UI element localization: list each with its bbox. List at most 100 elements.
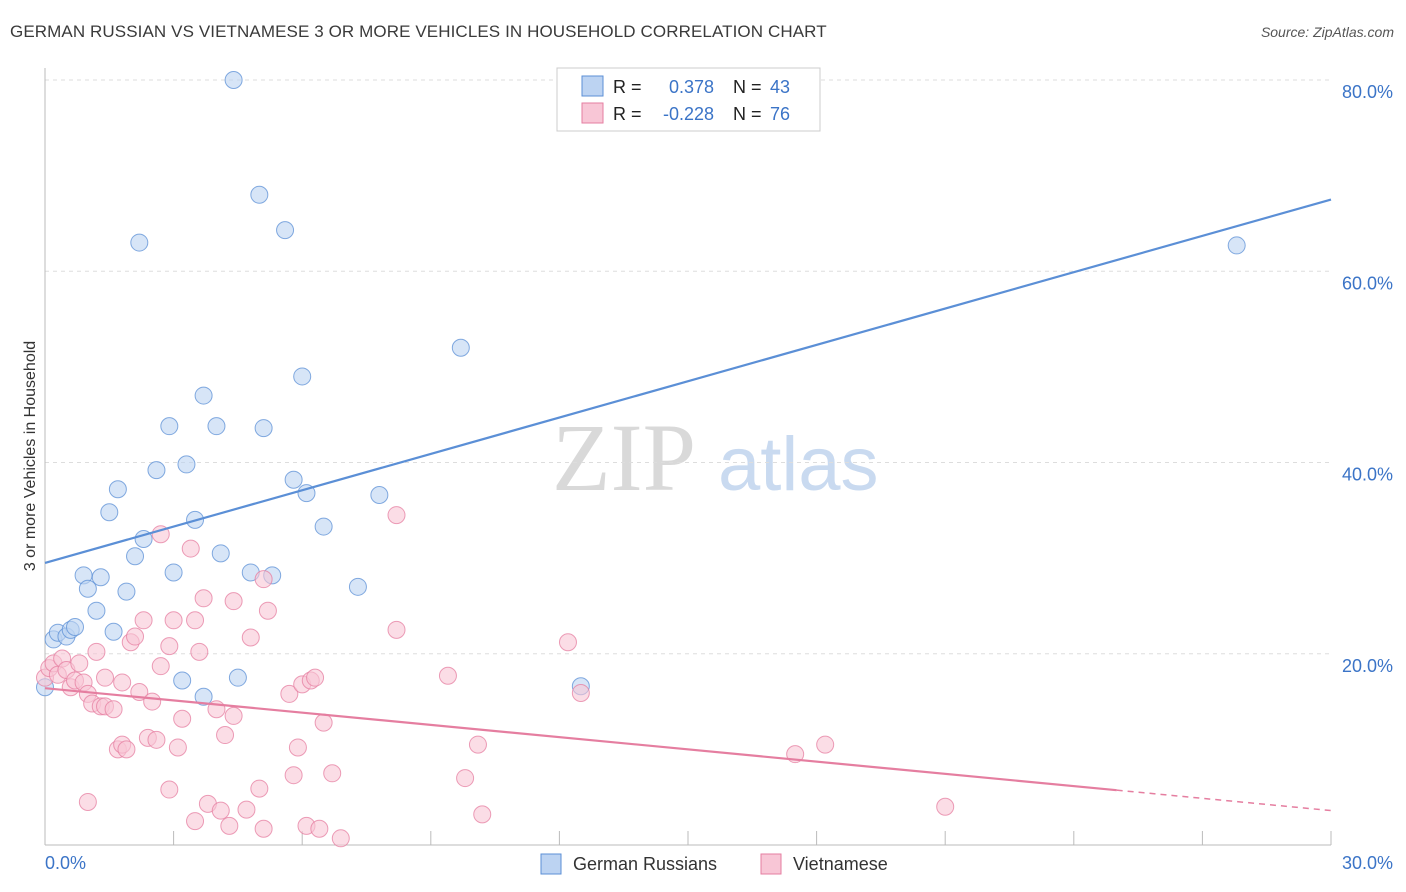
point-german-russians [207,417,226,436]
legend-swatch-german-russians [540,853,562,875]
y-tick-label: 20.0% [1342,656,1393,676]
gridlines [45,79,1331,655]
point-vietnamese [220,816,239,835]
point-vietnamese [816,735,835,754]
point-vietnamese [147,730,166,749]
point-german-russians [130,233,149,252]
point-vietnamese [160,780,179,799]
stats-box: R = 0.378 N = 43 R = -0.228 N = 76 [556,67,821,132]
point-german-russians [314,517,333,536]
point-german-russians [108,480,127,499]
point-vietnamese [284,766,303,785]
stats-n-label-2: N = [733,104,762,124]
legend-label-german-russians: German Russians [573,854,717,874]
legend: German Russians Vietnamese [540,853,888,875]
point-german-russians [164,563,183,582]
point-german-russians [66,617,85,636]
point-vietnamese [181,539,200,558]
point-german-russians [276,221,295,240]
point-german-russians [160,417,179,436]
point-german-russians [250,185,269,204]
legend-swatch-vietnamese [760,853,782,875]
trend-lines [44,198,1332,812]
stats-n-label-1: N = [733,77,762,97]
y-tick-labels: 20.0% 40.0% 60.0% 80.0% [1342,82,1393,676]
x-tick-label-max: 30.0% [1342,853,1393,873]
point-vietnamese [456,769,475,788]
point-german-russians [348,577,367,596]
point-vietnamese [306,668,325,687]
point-vietnamese [164,611,183,630]
point-vietnamese [387,506,406,525]
point-german-russians [177,455,196,474]
point-vietnamese [468,735,487,754]
point-german-russians [194,687,213,706]
point-vietnamese [87,642,106,661]
point-vietnamese [186,611,205,630]
point-german-russians [293,367,312,386]
point-vietnamese [211,801,230,820]
point-vietnamese [288,738,307,757]
point-german-russians [78,579,97,598]
point-german-russians [194,386,213,405]
stats-n-value-1: 43 [770,77,790,97]
y-tick-label: 80.0% [1342,82,1393,102]
point-vietnamese [216,726,235,745]
point-vietnamese [173,709,192,728]
point-vietnamese [438,666,457,685]
point-german-russians [147,461,166,480]
trendline-dashed-vietnamese [1116,789,1332,812]
point-german-russians [126,547,145,566]
point-vietnamese [473,805,492,824]
y-tick-label: 60.0% [1342,273,1393,293]
point-vietnamese [194,589,213,608]
point-vietnamese [254,819,273,838]
x-ticks [173,831,1332,845]
legend-label-vietnamese: Vietnamese [793,854,888,874]
point-german-russians [1227,236,1246,255]
point-vietnamese [936,797,955,816]
point-vietnamese [160,637,179,656]
point-german-russians [224,71,243,89]
chart-title: GERMAN RUSSIAN VS VIETNAMESE 3 OR MORE V… [10,22,827,41]
trendline-vietnamese [44,687,1117,792]
point-vietnamese [96,668,115,687]
point-german-russians [228,668,247,687]
point-vietnamese [237,800,256,819]
point-german-russians [284,470,303,489]
point-vietnamese [314,713,333,732]
point-vietnamese [126,627,145,646]
point-vietnamese [254,570,273,589]
y-tick-label: 40.0% [1342,465,1393,485]
x-tick-label-min: 0.0% [45,853,86,873]
stats-r-label-1: R = [613,77,642,97]
point-vietnamese [104,700,123,719]
watermark-atlas: atlas [718,422,879,507]
point-german-russians [87,601,106,620]
point-german-russians [451,338,470,357]
point-vietnamese [113,673,132,692]
point-german-russians [104,622,123,641]
point-german-russians [370,486,389,505]
trendline-german-russians [44,198,1332,564]
point-vietnamese [558,633,577,652]
point-vietnamese [331,829,350,848]
point-german-russians [254,419,273,438]
stats-r-value-1: 0.378 [669,77,714,97]
point-vietnamese [387,620,406,639]
stats-r-label-2: R = [613,104,642,124]
point-vietnamese [224,706,243,725]
point-vietnamese [280,684,299,703]
point-vietnamese [310,819,329,838]
stats-swatch-german-russians [581,75,604,97]
source-label: Source: ZipAtlas.com [1260,24,1394,40]
point-vietnamese [151,657,170,676]
point-vietnamese [571,683,590,702]
point-vietnamese [78,792,97,811]
watermark-zip: ZIP [552,404,696,511]
y-axis-label: 3 or more Vehicles in Household [22,341,39,571]
point-vietnamese [70,654,89,673]
stats-r-value-2: -0.228 [663,104,714,124]
point-vietnamese [117,740,136,759]
point-vietnamese [134,611,153,630]
